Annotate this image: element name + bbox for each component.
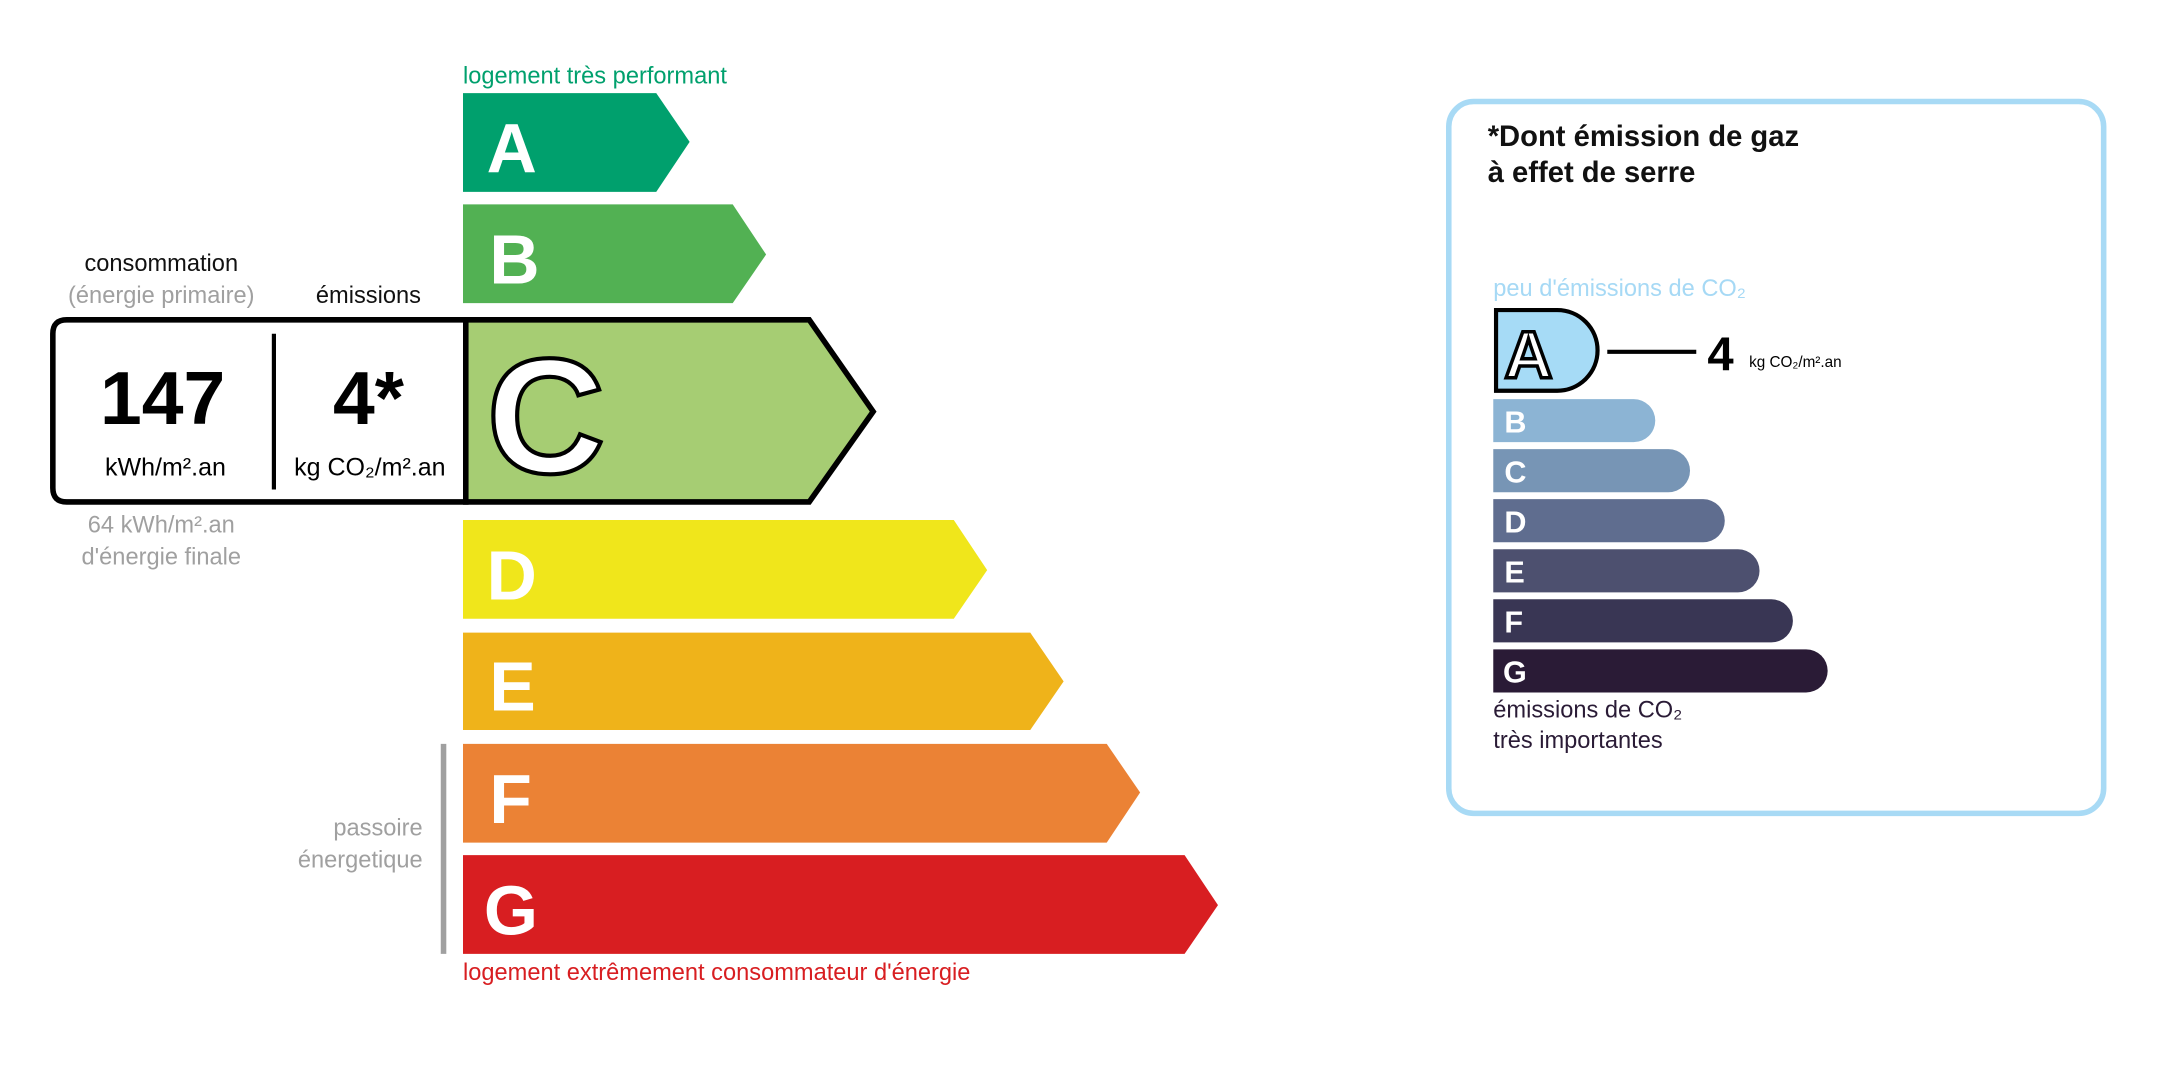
energy-class-f: F [462,743,1141,843]
energy-bar-f [462,743,1141,843]
energy-bar-e [462,632,1064,730]
ghg-bar-f [1493,599,1793,643]
emissions-value: 4* [333,356,405,440]
ghg-top-label: peu d'émissions de CO₂ [1493,276,1746,302]
passoire-label-1: passoire [333,816,422,842]
ghg-bottom-label-1: émissions de CO₂ [1493,697,1682,723]
final-energy-label: d'énergie finale [82,545,242,571]
ghg-letter-b: B [1504,405,1526,439]
energy-letter-f: F [489,760,531,838]
consumption-subheading: (énergie primaire) [68,283,254,309]
ghg-class-f: F [1493,599,1793,643]
consumption-heading: consommation [84,251,238,277]
ghg-class-c: C [1493,449,1691,493]
energy-bar-a [462,93,690,192]
ghg-bar-e [1493,549,1760,593]
ghg-class-g: G [1493,649,1828,693]
ghg-class-a-current: A [1493,308,1600,395]
emissions-unit: kg CO₂/m².an [294,454,445,482]
ghg-bar-c [1493,449,1691,493]
energy-letter-e: E [489,648,535,726]
energy-letter-a: A [487,109,537,187]
ghg-letter-c: C [1504,455,1526,489]
ghg-value: 4 [1707,328,1734,381]
energy-letter-g: G [484,871,538,949]
final-energy-value: 64 kWh/m².an [88,513,235,539]
energy-class-e: E [462,632,1064,730]
ghg-class-b: B [1493,399,1656,443]
energy-class-d: D [462,520,988,619]
energy-bar-d [462,520,988,619]
top-label: logement très performant [463,63,727,89]
ghg-title-2: à effet de serre [1488,157,1696,189]
energy-class-c-current: C [462,317,877,510]
ghg-bottom-label-2: très importantes [1493,728,1662,754]
consumption-value: 147 [100,356,225,440]
energy-letter-b: B [489,221,539,299]
ghg-title-1: *Dont émission de gaz [1488,121,1799,153]
ghg-bar-b [1493,399,1656,443]
ghg-bar-g [1493,649,1828,693]
passoire-label-2: énergetique [298,848,423,874]
energy-bar-g [462,855,1218,954]
ghg-unit: kg CO₂/m².an [1749,354,1842,371]
ghg-class-d: D [1493,499,1725,543]
consumption-unit: kWh/m².an [105,454,226,482]
energy-bar-b [462,204,767,304]
ghg-letter-e: E [1504,556,1524,590]
ghg-class-e: E [1493,549,1760,593]
ghg-bar-d [1493,499,1725,543]
ghg-bar-a [1493,308,1600,393]
bottom-label: logement extrêmement consommateur d'éner… [463,960,970,986]
energy-bar-c [462,317,877,505]
energy-letter-c: C [487,324,605,508]
energy-class-a: A [462,93,690,192]
energy-letter-d: D [487,536,537,614]
ghg-letter-g: G [1503,656,1527,690]
values-box [50,317,469,505]
energy-class-g: G [462,855,1218,954]
emissions-heading: émissions [316,283,421,309]
ghg-letter-d: D [1504,506,1526,540]
energy-class-b: B [462,204,767,304]
ghg-letter-a: A [1504,319,1552,393]
ghg-letter-f: F [1504,606,1523,640]
